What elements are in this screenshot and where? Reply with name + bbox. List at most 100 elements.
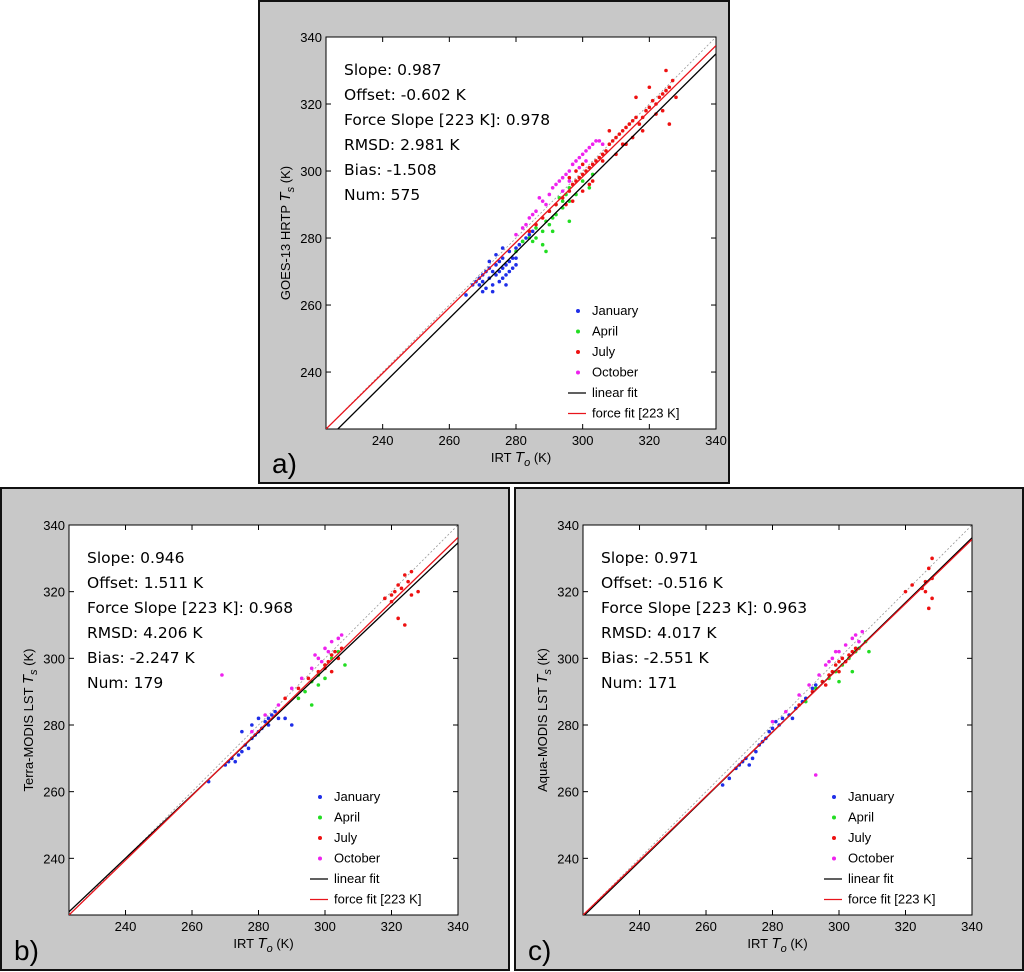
data-point-january: [484, 286, 488, 291]
data-point-january: [240, 729, 244, 734]
data-point-july: [903, 589, 908, 594]
stat-line: Force Slope [223 K]: 0.968: [87, 599, 293, 617]
data-point-january: [233, 759, 238, 764]
stat-line: Bias: -2.247 K: [87, 649, 196, 667]
data-point-april: [547, 222, 552, 227]
data-point-july: [409, 593, 414, 597]
data-point-july: [399, 586, 404, 591]
data-point-october: [797, 693, 801, 697]
x-tick-label: 240: [372, 433, 394, 448]
data-point-october: [560, 189, 565, 193]
data-point-july: [640, 129, 645, 133]
data-point-october: [220, 673, 224, 677]
data-point-january: [774, 719, 778, 724]
data-point-july: [607, 129, 612, 133]
data-point-july: [296, 686, 301, 691]
legend-label: July: [334, 830, 358, 845]
data-point-october: [584, 149, 588, 153]
chart-b-svg: 240 260 280 300 320 340 240 260 280 300 320 340 IRT …: [20, 518, 469, 955]
data-point-january: [490, 283, 495, 287]
data-point-october: [827, 659, 831, 664]
legend-marker-october: [832, 856, 836, 861]
data-point-july: [567, 175, 572, 180]
data-point-january: [283, 716, 287, 721]
panel-label-c: c): [528, 935, 552, 966]
legend-marker-january: [832, 795, 836, 799]
data-point-january: [250, 723, 254, 727]
plot-content: [69, 525, 458, 915]
x-tick-label: 340: [961, 919, 983, 934]
data-point-july: [853, 646, 858, 651]
data-point-january: [273, 709, 277, 714]
data-point-january: [276, 716, 281, 721]
data-point-october: [833, 649, 838, 654]
x-axis-label: IRT To (K): [491, 449, 551, 469]
data-point-july: [574, 169, 578, 173]
data-point-january: [464, 293, 468, 297]
data-point-july: [604, 149, 608, 153]
data-point-october: [577, 165, 582, 170]
x-tick-label: 280: [505, 433, 527, 448]
data-point-july: [610, 139, 615, 143]
y-tick-label: 340: [43, 518, 65, 533]
data-point-july: [634, 95, 638, 100]
stat-line: RMSD: 4.017 K: [601, 624, 717, 642]
panel-label-b: b): [14, 935, 39, 966]
data-point-july: [389, 593, 394, 597]
y-tick-label: 260: [300, 298, 322, 313]
x-tick-label: 280: [248, 919, 270, 934]
legend-marker-july: [832, 836, 836, 840]
data-point-october: [813, 773, 818, 777]
data-point-july: [664, 68, 668, 73]
data-point-october: [299, 676, 304, 681]
data-point-january: [490, 289, 495, 294]
legend-label: January: [334, 789, 381, 804]
data-point-july: [620, 129, 625, 133]
data-point-july: [406, 579, 410, 584]
x-tick-label: 320: [895, 919, 917, 934]
data-point-october: [570, 162, 575, 167]
panel-a: 240 260 280 300 320 340 240 260 280 300 320 340 IRT …: [258, 0, 730, 484]
data-point-october: [550, 185, 555, 190]
data-point-january: [514, 263, 518, 267]
one-to-one-line: [326, 37, 716, 429]
data-point-october: [250, 729, 254, 734]
data-point-january: [480, 279, 485, 284]
data-point-july: [837, 669, 841, 674]
y-tick-label: 260: [557, 785, 579, 800]
data-point-july: [580, 162, 585, 167]
legend-label: force fit [223 K]: [334, 892, 421, 907]
data-point-october: [830, 656, 835, 661]
data-point-october: [336, 636, 341, 641]
legend-marker-january: [576, 309, 580, 313]
data-point-july: [416, 589, 420, 594]
x-tick-label: 240: [115, 919, 137, 934]
data-point-october: [577, 155, 582, 160]
data-point-july: [396, 616, 400, 621]
legend-label: linear fit: [592, 385, 638, 400]
data-point-january: [263, 719, 267, 724]
y-tick-label: 320: [557, 585, 579, 600]
data-point-july: [624, 125, 628, 130]
data-point-january: [780, 716, 785, 721]
data-point-july: [329, 653, 334, 657]
data-point-july: [600, 159, 605, 163]
data-point-july: [409, 569, 414, 574]
x-tick-label: 300: [828, 919, 850, 934]
data-point-january: [810, 686, 815, 691]
data-point-july: [670, 78, 675, 83]
data-point-april: [309, 703, 314, 707]
legend-label: July: [848, 830, 872, 845]
legend-marker-january: [318, 795, 322, 799]
legend-marker-october: [318, 856, 322, 861]
data-point-october: [524, 222, 528, 227]
legend-marker-october: [576, 370, 580, 375]
data-point-july: [660, 92, 665, 96]
data-point-april: [567, 219, 572, 224]
data-point-july: [570, 199, 575, 203]
data-point-january: [497, 279, 502, 284]
plot-content: [583, 525, 972, 915]
data-point-october: [530, 212, 535, 217]
data-point-july: [647, 105, 652, 110]
data-point-april: [534, 236, 538, 240]
